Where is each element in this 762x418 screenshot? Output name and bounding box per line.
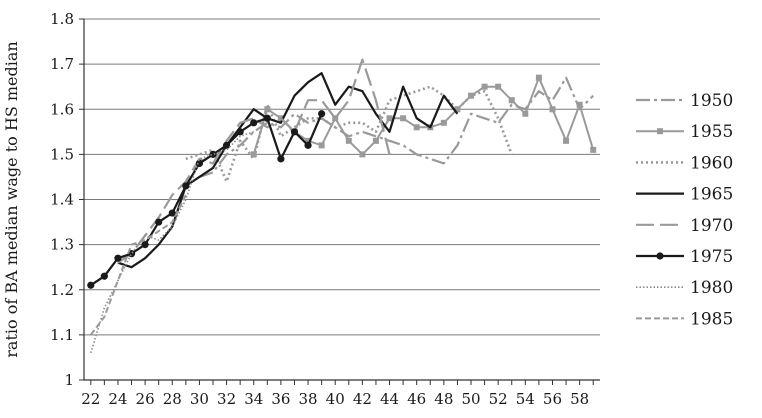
- data-point-1955: [468, 92, 474, 99]
- series-line-1970: [117, 58, 391, 264]
- data-point-1955: [535, 74, 542, 81]
- data-point-1975: [277, 155, 285, 163]
- data-point-1955: [481, 83, 488, 90]
- legend-item-1960: 1960: [636, 153, 733, 173]
- data-point-1955: [305, 137, 312, 144]
- data-point-1955: [576, 101, 583, 108]
- data-point-1975: [236, 128, 244, 136]
- legend-marker: [657, 128, 663, 135]
- x-tick-label: 32: [217, 390, 236, 408]
- data-point-1955: [250, 151, 257, 158]
- x-tick-label: 48: [434, 390, 453, 408]
- data-point-1955: [563, 137, 570, 144]
- x-tick-label: 24: [108, 390, 127, 408]
- legend-label: 1965: [690, 185, 733, 205]
- legend-item-1955: 1955: [636, 122, 733, 142]
- x-tick-label: 22: [81, 390, 100, 408]
- data-point-1975: [222, 141, 231, 149]
- y-tick-label: 1.3: [50, 236, 74, 254]
- data-point-1955: [413, 124, 420, 131]
- x-tick-label: 26: [136, 390, 155, 408]
- x-tick-label: 30: [190, 390, 209, 408]
- series-line-1965: [117, 72, 459, 269]
- legend-label: 1970: [690, 216, 733, 236]
- data-point-1975: [114, 254, 122, 262]
- data-point-1955: [372, 137, 379, 144]
- grid-lines: [84, 18, 600, 381]
- data-point-1975: [100, 272, 108, 280]
- data-point-1955: [508, 97, 515, 104]
- x-tick-label: 56: [543, 390, 562, 408]
- data-point-1975: [318, 110, 326, 118]
- data-point-1975: [195, 159, 204, 167]
- data-point-1955: [386, 115, 393, 122]
- y-tick-label: 1.4: [50, 191, 74, 209]
- legend-label: 1985: [690, 309, 733, 329]
- data-point-1975: [250, 119, 258, 127]
- x-tick-label: 50: [461, 390, 480, 408]
- data-point-1975: [87, 281, 95, 289]
- data-point-1955: [400, 115, 407, 122]
- series-lines: [87, 58, 597, 354]
- legend-marker: [656, 252, 664, 260]
- legend-item-1965: 1965: [636, 185, 733, 205]
- x-tick-label: 54: [516, 390, 535, 408]
- legend-item-1985: 1985: [636, 309, 733, 329]
- series-line-1980: [90, 131, 254, 354]
- data-point-1975: [182, 182, 190, 190]
- y-tick-label: 1.1: [50, 326, 74, 344]
- x-tick-label: 34: [244, 390, 263, 408]
- legend-label: 1955: [690, 122, 733, 142]
- legend-item-1970: 1970: [636, 216, 733, 236]
- x-tick-label: 52: [489, 390, 508, 408]
- y-axis-label: ratio of BA median wage to HS median: [2, 41, 21, 357]
- y-tick-label: 1.2: [50, 281, 74, 299]
- data-point-1955: [454, 106, 461, 113]
- legend-label: 1980: [690, 278, 733, 298]
- data-point-1955: [345, 137, 352, 144]
- y-tick-label: 1.5: [50, 145, 74, 163]
- data-point-1975: [141, 241, 149, 249]
- legend: 1950 1955 1960 1965 1970 1975 1980 1985: [636, 91, 733, 329]
- data-point-1975: [155, 218, 163, 226]
- data-point-1975: [290, 128, 299, 136]
- data-point-1975: [263, 114, 271, 122]
- x-tick-label: 44: [380, 390, 399, 408]
- data-point-1955: [440, 119, 447, 126]
- x-tick-label: 28: [163, 390, 182, 408]
- data-point-1955: [318, 142, 325, 149]
- y-tick-label: 1.6: [50, 100, 74, 118]
- data-point-1975: [168, 209, 176, 217]
- data-point-1975: [209, 150, 217, 158]
- y-tick-label: 1.7: [50, 55, 74, 73]
- legend-item-1980: 1980: [636, 278, 733, 298]
- y-axis-ticks: 1 1.1 1.2 1.3 1.4 1.5 1.6 1.7 1.8: [50, 10, 84, 389]
- legend-item-1975: 1975: [636, 247, 733, 267]
- series-line-1960: [185, 85, 513, 183]
- x-tick-label: 36: [271, 390, 290, 408]
- legend-item-1950: 1950: [636, 91, 733, 111]
- legend-label: 1950: [690, 91, 733, 111]
- legend-label: 1975: [690, 247, 733, 267]
- data-point-1955: [522, 110, 529, 117]
- x-tick-label: 46: [407, 390, 426, 408]
- data-point-1955: [495, 83, 502, 90]
- x-tick-label: 40: [326, 390, 345, 408]
- legend-label: 1960: [690, 153, 733, 173]
- x-tick-label: 58: [570, 390, 589, 408]
- x-tick-label: 38: [299, 390, 318, 408]
- data-point-1955: [359, 151, 366, 158]
- y-tick-label: 1.8: [50, 10, 74, 28]
- y-tick-label: 1: [64, 371, 74, 389]
- data-point-1955: [332, 115, 339, 122]
- data-point-1955: [590, 146, 597, 153]
- series-line-1985: [90, 194, 187, 336]
- x-axis-ticks: 22 24 26 28 30 32 34 36 38 40 42 44 46 48 50 52 54 56 58: [81, 380, 594, 408]
- data-point-1955: [549, 106, 556, 113]
- data-point-1975: [304, 141, 312, 149]
- x-tick-label: 42: [353, 390, 372, 408]
